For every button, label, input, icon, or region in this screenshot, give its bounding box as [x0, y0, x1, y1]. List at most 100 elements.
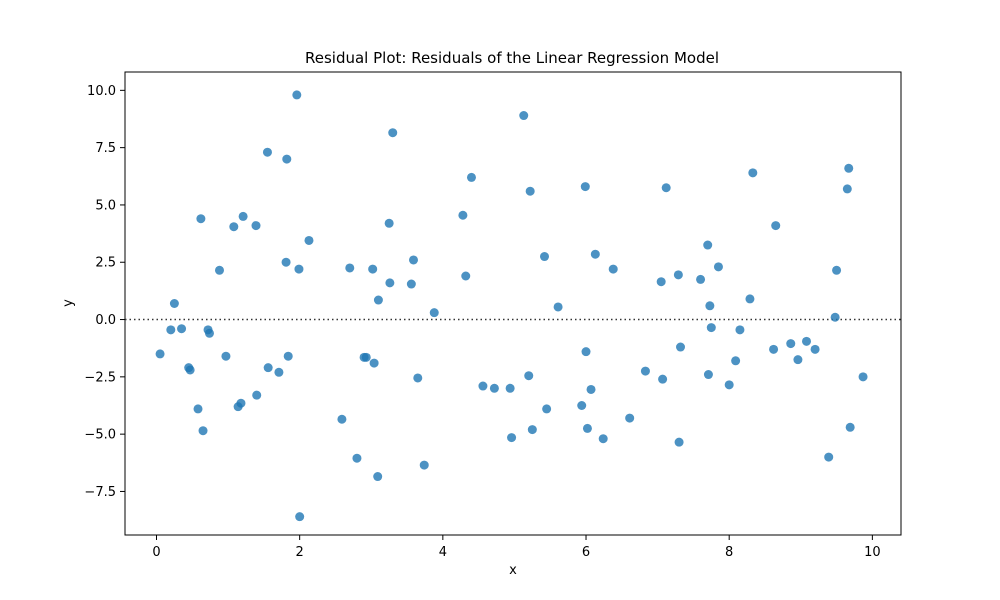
data-point — [519, 111, 529, 121]
data-point — [640, 366, 650, 376]
data-point — [384, 218, 394, 228]
data-point — [858, 372, 868, 382]
data-point — [466, 172, 476, 182]
data-point — [294, 264, 304, 274]
data-point — [745, 294, 755, 304]
data-point — [282, 154, 292, 164]
data-point — [703, 240, 713, 250]
data-point — [406, 279, 416, 289]
y-tick-label: −5.0 — [84, 428, 116, 443]
data-point — [221, 351, 231, 361]
data-point — [166, 325, 176, 335]
data-point — [731, 356, 741, 366]
data-point — [625, 413, 635, 423]
data-point — [198, 426, 208, 436]
data-point — [169, 299, 179, 308]
data-point — [295, 512, 305, 522]
data-point — [263, 363, 273, 373]
data-point — [581, 347, 591, 357]
y-tick-label: 7.5 — [95, 141, 116, 156]
data-point — [810, 344, 820, 354]
data-point — [252, 390, 262, 400]
y-axis-ticks: −7.5 −5.0 −2.5 0.0 2.5 5.0 7.5 10.0 — [84, 84, 125, 500]
data-point — [283, 351, 293, 361]
data-point — [238, 211, 248, 221]
y-tick-label: −7.5 — [84, 485, 116, 500]
data-point — [542, 404, 552, 414]
data-point — [429, 308, 439, 318]
x-axis-ticks: 0 2 4 6 8 10 — [152, 535, 881, 560]
data-point — [676, 342, 686, 352]
x-tick-label: 0 — [152, 545, 160, 560]
data-point — [577, 400, 587, 410]
data-point — [590, 249, 600, 259]
data-point — [842, 184, 852, 194]
data-point — [580, 182, 590, 192]
x-tick-label: 8 — [725, 545, 733, 560]
data-point — [419, 460, 429, 470]
data-point — [656, 277, 666, 287]
data-point — [830, 312, 840, 322]
data-point — [658, 374, 668, 384]
data-point — [489, 383, 499, 393]
data-points-layer — [155, 90, 868, 522]
data-point — [735, 325, 745, 335]
data-point — [845, 422, 855, 432]
y-tick-label: 0.0 — [95, 313, 116, 328]
y-axis-label: y — [61, 299, 76, 307]
x-tick-label: 2 — [296, 545, 304, 560]
data-point — [345, 263, 355, 273]
data-point — [281, 257, 291, 267]
data-point — [193, 404, 203, 414]
data-point — [802, 336, 812, 346]
data-point — [598, 434, 608, 444]
data-point — [793, 355, 803, 365]
data-point — [696, 274, 706, 284]
data-point — [204, 328, 214, 338]
data-point — [177, 324, 187, 334]
data-point — [458, 210, 468, 220]
data-point — [251, 221, 261, 231]
data-point — [337, 414, 347, 424]
data-point — [674, 437, 684, 447]
data-point — [713, 262, 723, 272]
data-point — [553, 302, 563, 312]
data-point — [661, 183, 671, 193]
data-point — [185, 365, 195, 375]
data-point — [582, 423, 592, 433]
data-point — [229, 222, 239, 232]
data-point — [703, 370, 713, 380]
data-point — [368, 264, 378, 274]
data-point — [507, 433, 517, 443]
y-tick-label: 10.0 — [87, 84, 116, 99]
data-point — [413, 373, 423, 383]
x-tick-label: 6 — [582, 545, 590, 560]
data-point — [724, 380, 734, 390]
data-point — [274, 367, 284, 377]
data-point — [524, 371, 534, 381]
data-point — [705, 301, 715, 311]
data-point — [824, 452, 834, 462]
x-axis-label: x — [509, 563, 517, 578]
data-point — [527, 425, 537, 435]
data-point — [408, 255, 418, 265]
x-tick-label: 4 — [439, 545, 447, 560]
data-point — [673, 270, 683, 280]
data-point — [214, 265, 224, 275]
data-point — [525, 186, 535, 196]
data-point — [586, 384, 596, 394]
data-point — [262, 147, 272, 157]
data-point — [539, 252, 549, 262]
data-point — [352, 453, 362, 463]
chart-title: Residual Plot: Residuals of the Linear R… — [305, 49, 719, 67]
data-point — [155, 349, 165, 359]
data-point — [706, 323, 716, 333]
data-point — [361, 352, 371, 362]
data-point — [478, 381, 488, 391]
y-tick-label: 2.5 — [95, 256, 116, 271]
data-point — [461, 271, 471, 281]
data-point — [385, 278, 395, 288]
data-point — [369, 358, 379, 368]
data-point — [505, 383, 515, 393]
